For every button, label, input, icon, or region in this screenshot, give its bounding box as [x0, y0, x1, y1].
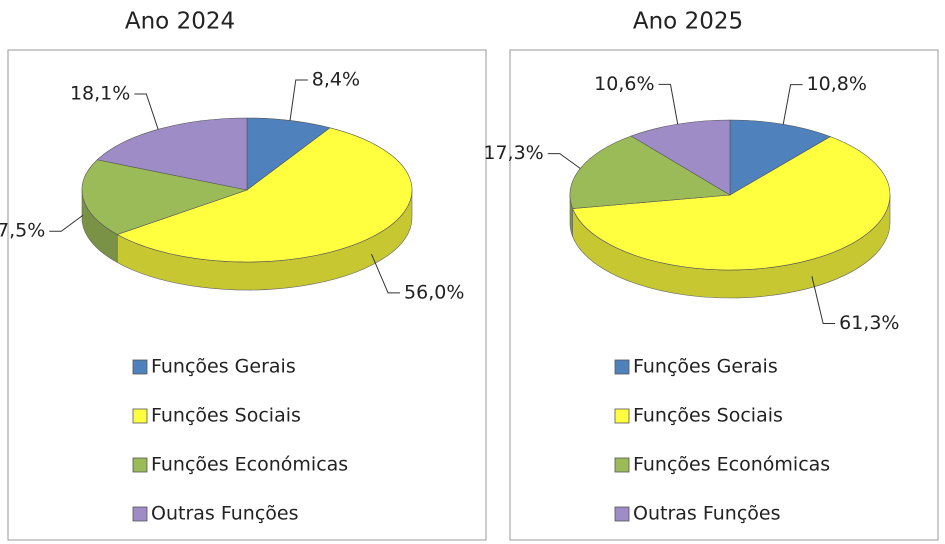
leader-line — [811, 276, 836, 325]
leader-line — [49, 214, 84, 232]
legend-swatch — [132, 457, 148, 473]
pie-slice — [96, 117, 248, 191]
data-label: 8,4% — [312, 68, 360, 90]
leader-line — [134, 93, 159, 130]
legend-swatch — [132, 506, 148, 522]
pie-slice — [116, 127, 413, 263]
legend-label: Funções Económicas — [633, 454, 830, 476]
data-label: 18,1% — [70, 82, 130, 104]
legend-swatch — [614, 408, 630, 424]
legend-label: Funções Gerais — [151, 356, 296, 378]
legend-swatch — [614, 506, 630, 522]
legend-label: Outras Funções — [633, 503, 780, 525]
legend-swatch — [614, 359, 630, 375]
legend-swatch — [132, 359, 148, 375]
data-label: 56,0% — [404, 281, 464, 303]
leader-line — [782, 84, 803, 125]
pie-slice — [81, 159, 249, 235]
legend-label: Funções Sociais — [633, 405, 783, 427]
pie-slice — [246, 117, 331, 191]
legend-label: Funções Gerais — [633, 356, 778, 378]
legend-label: Funções Sociais — [151, 405, 301, 427]
leader-line — [547, 153, 581, 169]
leader-line — [658, 83, 679, 125]
leader-line — [289, 79, 308, 121]
data-label: 10,6% — [594, 73, 654, 95]
chart-title: Ano 2025 — [633, 9, 743, 35]
legend-swatch — [132, 408, 148, 424]
chart-title: Ano 2024 — [125, 9, 235, 35]
data-label: 17,5% — [0, 220, 45, 242]
data-label: 61,3% — [839, 312, 899, 334]
pie-slice — [569, 135, 731, 209]
legend-swatch — [614, 457, 630, 473]
legend-label: Funções Económicas — [151, 454, 348, 476]
data-label: 10,8% — [807, 73, 867, 95]
pie-slice — [572, 136, 891, 271]
leader-line — [370, 253, 401, 294]
pie-slice — [729, 119, 832, 196]
legend-label: Outras Funções — [151, 503, 298, 525]
pie-slice — [630, 119, 731, 196]
data-label: 17,3% — [483, 142, 543, 164]
